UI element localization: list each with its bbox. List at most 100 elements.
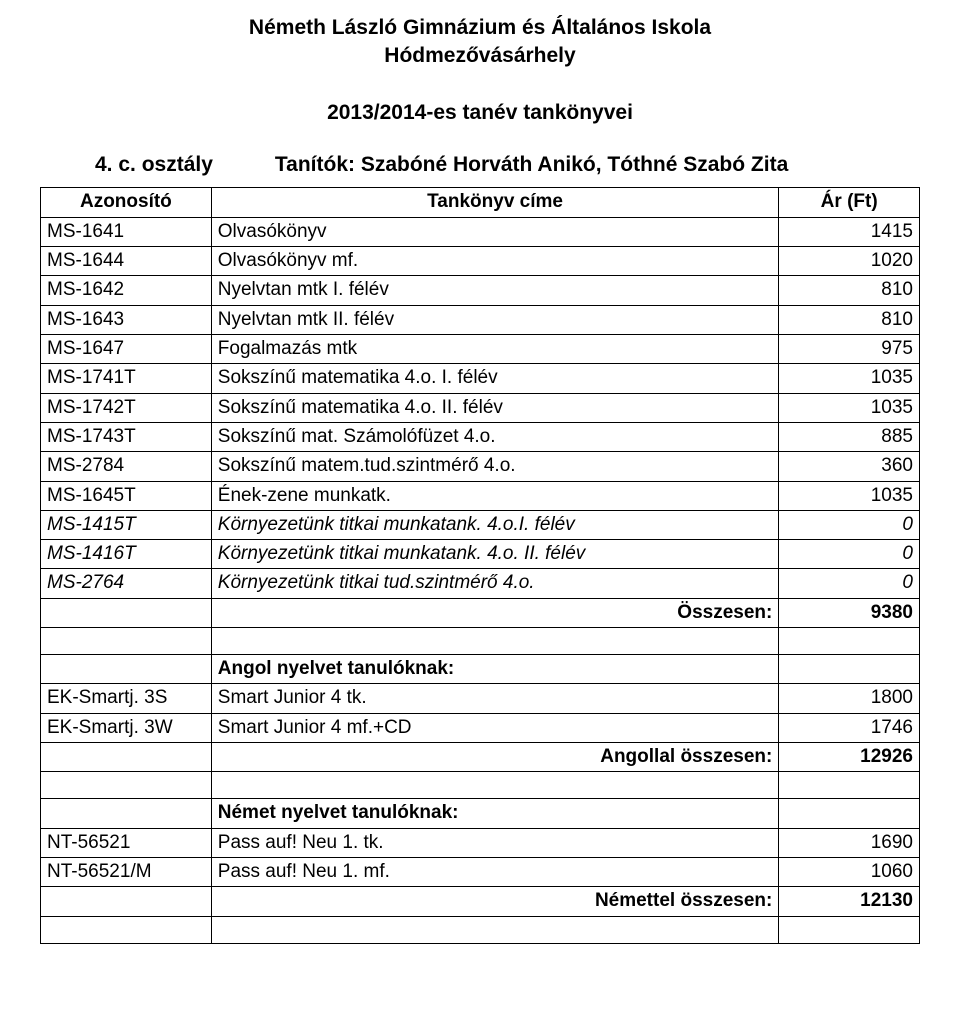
cell-price: 1035 xyxy=(779,364,920,393)
cell-code xyxy=(41,598,212,627)
cell-code: MS-1416T xyxy=(41,540,212,569)
cell-code: MS-1644 xyxy=(41,247,212,276)
table-row: MS-1742TSokszínű matematika 4.o. II. fél… xyxy=(41,393,920,422)
cell-code: MS-1743T xyxy=(41,422,212,451)
cell-price: 9380 xyxy=(779,598,920,627)
cell-price: 12926 xyxy=(779,743,920,772)
cell-code xyxy=(41,628,212,655)
city-name: Hódmezővásárhely xyxy=(40,42,920,70)
cell-price: 975 xyxy=(779,334,920,363)
cell-title: Olvasókönyv xyxy=(211,217,779,246)
table-row: Összesen:9380 xyxy=(41,598,920,627)
table-header-row: Azonosító Tankönyv címe Ár (Ft) xyxy=(41,188,920,217)
col-title: Tankönyv címe xyxy=(211,188,779,217)
table-row xyxy=(41,772,920,799)
cell-price: 1060 xyxy=(779,857,920,886)
cell-price: 885 xyxy=(779,422,920,451)
cell-title: Sokszínű mat. Számolófüzet 4.o. xyxy=(211,422,779,451)
cell-title: Sokszínű matematika 4.o. I. félév xyxy=(211,364,779,393)
cell-title: Környezetünk titkai tud.szintmérő 4.o. xyxy=(211,569,779,598)
cell-price: 12130 xyxy=(779,887,920,916)
school-name: Németh László Gimnázium és Általános Isk… xyxy=(40,14,920,42)
table-row: MS-1416TKörnyezetünk titkai munkatank. 4… xyxy=(41,540,920,569)
cell-code: MS-1645T xyxy=(41,481,212,510)
cell-code xyxy=(41,655,212,684)
cell-title: Nyelvtan mtk II. félév xyxy=(211,305,779,334)
class-info: 4. c. osztály Tanítók: Szabóné Horváth An… xyxy=(40,153,920,177)
cell-price: 1035 xyxy=(779,481,920,510)
cell-title: Ének-zene munkatk. xyxy=(211,481,779,510)
table-row: MS-1643Nyelvtan mtk II. félév810 xyxy=(41,305,920,334)
cell-code: MS-2784 xyxy=(41,452,212,481)
cell-price xyxy=(779,628,920,655)
cell-code: NT-56521/M xyxy=(41,857,212,886)
cell-price: 1800 xyxy=(779,684,920,713)
table-row: MS-1641Olvasókönyv1415 xyxy=(41,217,920,246)
cell-title: Nyelvtan mtk I. félév xyxy=(211,276,779,305)
cell-price: 0 xyxy=(779,540,920,569)
page-container: Németh László Gimnázium és Általános Isk… xyxy=(0,0,960,944)
col-code: Azonosító xyxy=(41,188,212,217)
table-row: MS-2764Környezetünk titkai tud.szintmérő… xyxy=(41,569,920,598)
cell-title: Pass auf! Neu 1. tk. xyxy=(211,828,779,857)
cell-price xyxy=(779,799,920,828)
cell-price: 360 xyxy=(779,452,920,481)
cell-price xyxy=(779,916,920,943)
cell-title xyxy=(211,916,779,943)
table-row: MS-1647Fogalmazás mtk975 xyxy=(41,334,920,363)
cell-price: 1415 xyxy=(779,217,920,246)
cell-code: EK-Smartj. 3W xyxy=(41,713,212,742)
table-body: MS-1641Olvasókönyv1415MS-1644Olvasókönyv… xyxy=(41,217,920,943)
cell-code xyxy=(41,799,212,828)
col-price: Ár (Ft) xyxy=(779,188,920,217)
table-row xyxy=(41,916,920,943)
table-row: Némettel összesen:12130 xyxy=(41,887,920,916)
table-row: EK-Smartj. 3SSmart Junior 4 tk.1800 xyxy=(41,684,920,713)
table-row: Angol nyelvet tanulóknak: xyxy=(41,655,920,684)
table-row: Német nyelvet tanulóknak: xyxy=(41,799,920,828)
cell-price: 1020 xyxy=(779,247,920,276)
table-row: EK-Smartj. 3WSmart Junior 4 mf.+CD1746 xyxy=(41,713,920,742)
cell-code: MS-1642 xyxy=(41,276,212,305)
cell-title xyxy=(211,628,779,655)
textbook-table: Azonosító Tankönyv címe Ár (Ft) MS-1641O… xyxy=(40,187,920,943)
document-header: Németh László Gimnázium és Általános Isk… xyxy=(40,14,920,127)
cell-title: Német nyelvet tanulóknak: xyxy=(211,799,779,828)
cell-title: Angol nyelvet tanulóknak: xyxy=(211,655,779,684)
cell-code: MS-2764 xyxy=(41,569,212,598)
table-row: MS-1741TSokszínű matematika 4.o. I. félé… xyxy=(41,364,920,393)
cell-code xyxy=(41,887,212,916)
cell-title: Környezetünk titkai munkatank. 4.o.I. fé… xyxy=(211,510,779,539)
cell-code xyxy=(41,916,212,943)
teachers-label: Tanítók: Szabóné Horváth Anikó, Tóthné S… xyxy=(275,153,788,176)
cell-title: Környezetünk titkai munkatank. 4.o. II. … xyxy=(211,540,779,569)
cell-code: NT-56521 xyxy=(41,828,212,857)
cell-price xyxy=(779,655,920,684)
cell-code: MS-1647 xyxy=(41,334,212,363)
class-label: 4. c. osztály xyxy=(95,153,213,176)
cell-title: Némettel összesen: xyxy=(211,887,779,916)
table-row: MS-1415TKörnyezetünk titkai munkatank. 4… xyxy=(41,510,920,539)
cell-code: EK-Smartj. 3S xyxy=(41,684,212,713)
table-row: MS-1642Nyelvtan mtk I. félév810 xyxy=(41,276,920,305)
cell-code xyxy=(41,743,212,772)
cell-price: 810 xyxy=(779,305,920,334)
table-row: MS-1743TSokszínű mat. Számolófüzet 4.o.8… xyxy=(41,422,920,451)
cell-title: Smart Junior 4 tk. xyxy=(211,684,779,713)
cell-title: Smart Junior 4 mf.+CD xyxy=(211,713,779,742)
cell-title xyxy=(211,772,779,799)
table-row: NT-56521/MPass auf! Neu 1. mf.1060 xyxy=(41,857,920,886)
table-row: NT-56521Pass auf! Neu 1. tk.1690 xyxy=(41,828,920,857)
table-row xyxy=(41,628,920,655)
table-row: MS-1644Olvasókönyv mf.1020 xyxy=(41,247,920,276)
cell-price: 1746 xyxy=(779,713,920,742)
cell-code: MS-1641 xyxy=(41,217,212,246)
year-title: 2013/2014-es tanév tankönyvei xyxy=(40,99,920,127)
cell-price: 1690 xyxy=(779,828,920,857)
cell-price: 810 xyxy=(779,276,920,305)
table-row: MS-1645TÉnek-zene munkatk.1035 xyxy=(41,481,920,510)
table-row: MS-2784Sokszínű matem.tud.szintmérő 4.o.… xyxy=(41,452,920,481)
cell-price: 0 xyxy=(779,510,920,539)
cell-title: Pass auf! Neu 1. mf. xyxy=(211,857,779,886)
cell-code: MS-1643 xyxy=(41,305,212,334)
